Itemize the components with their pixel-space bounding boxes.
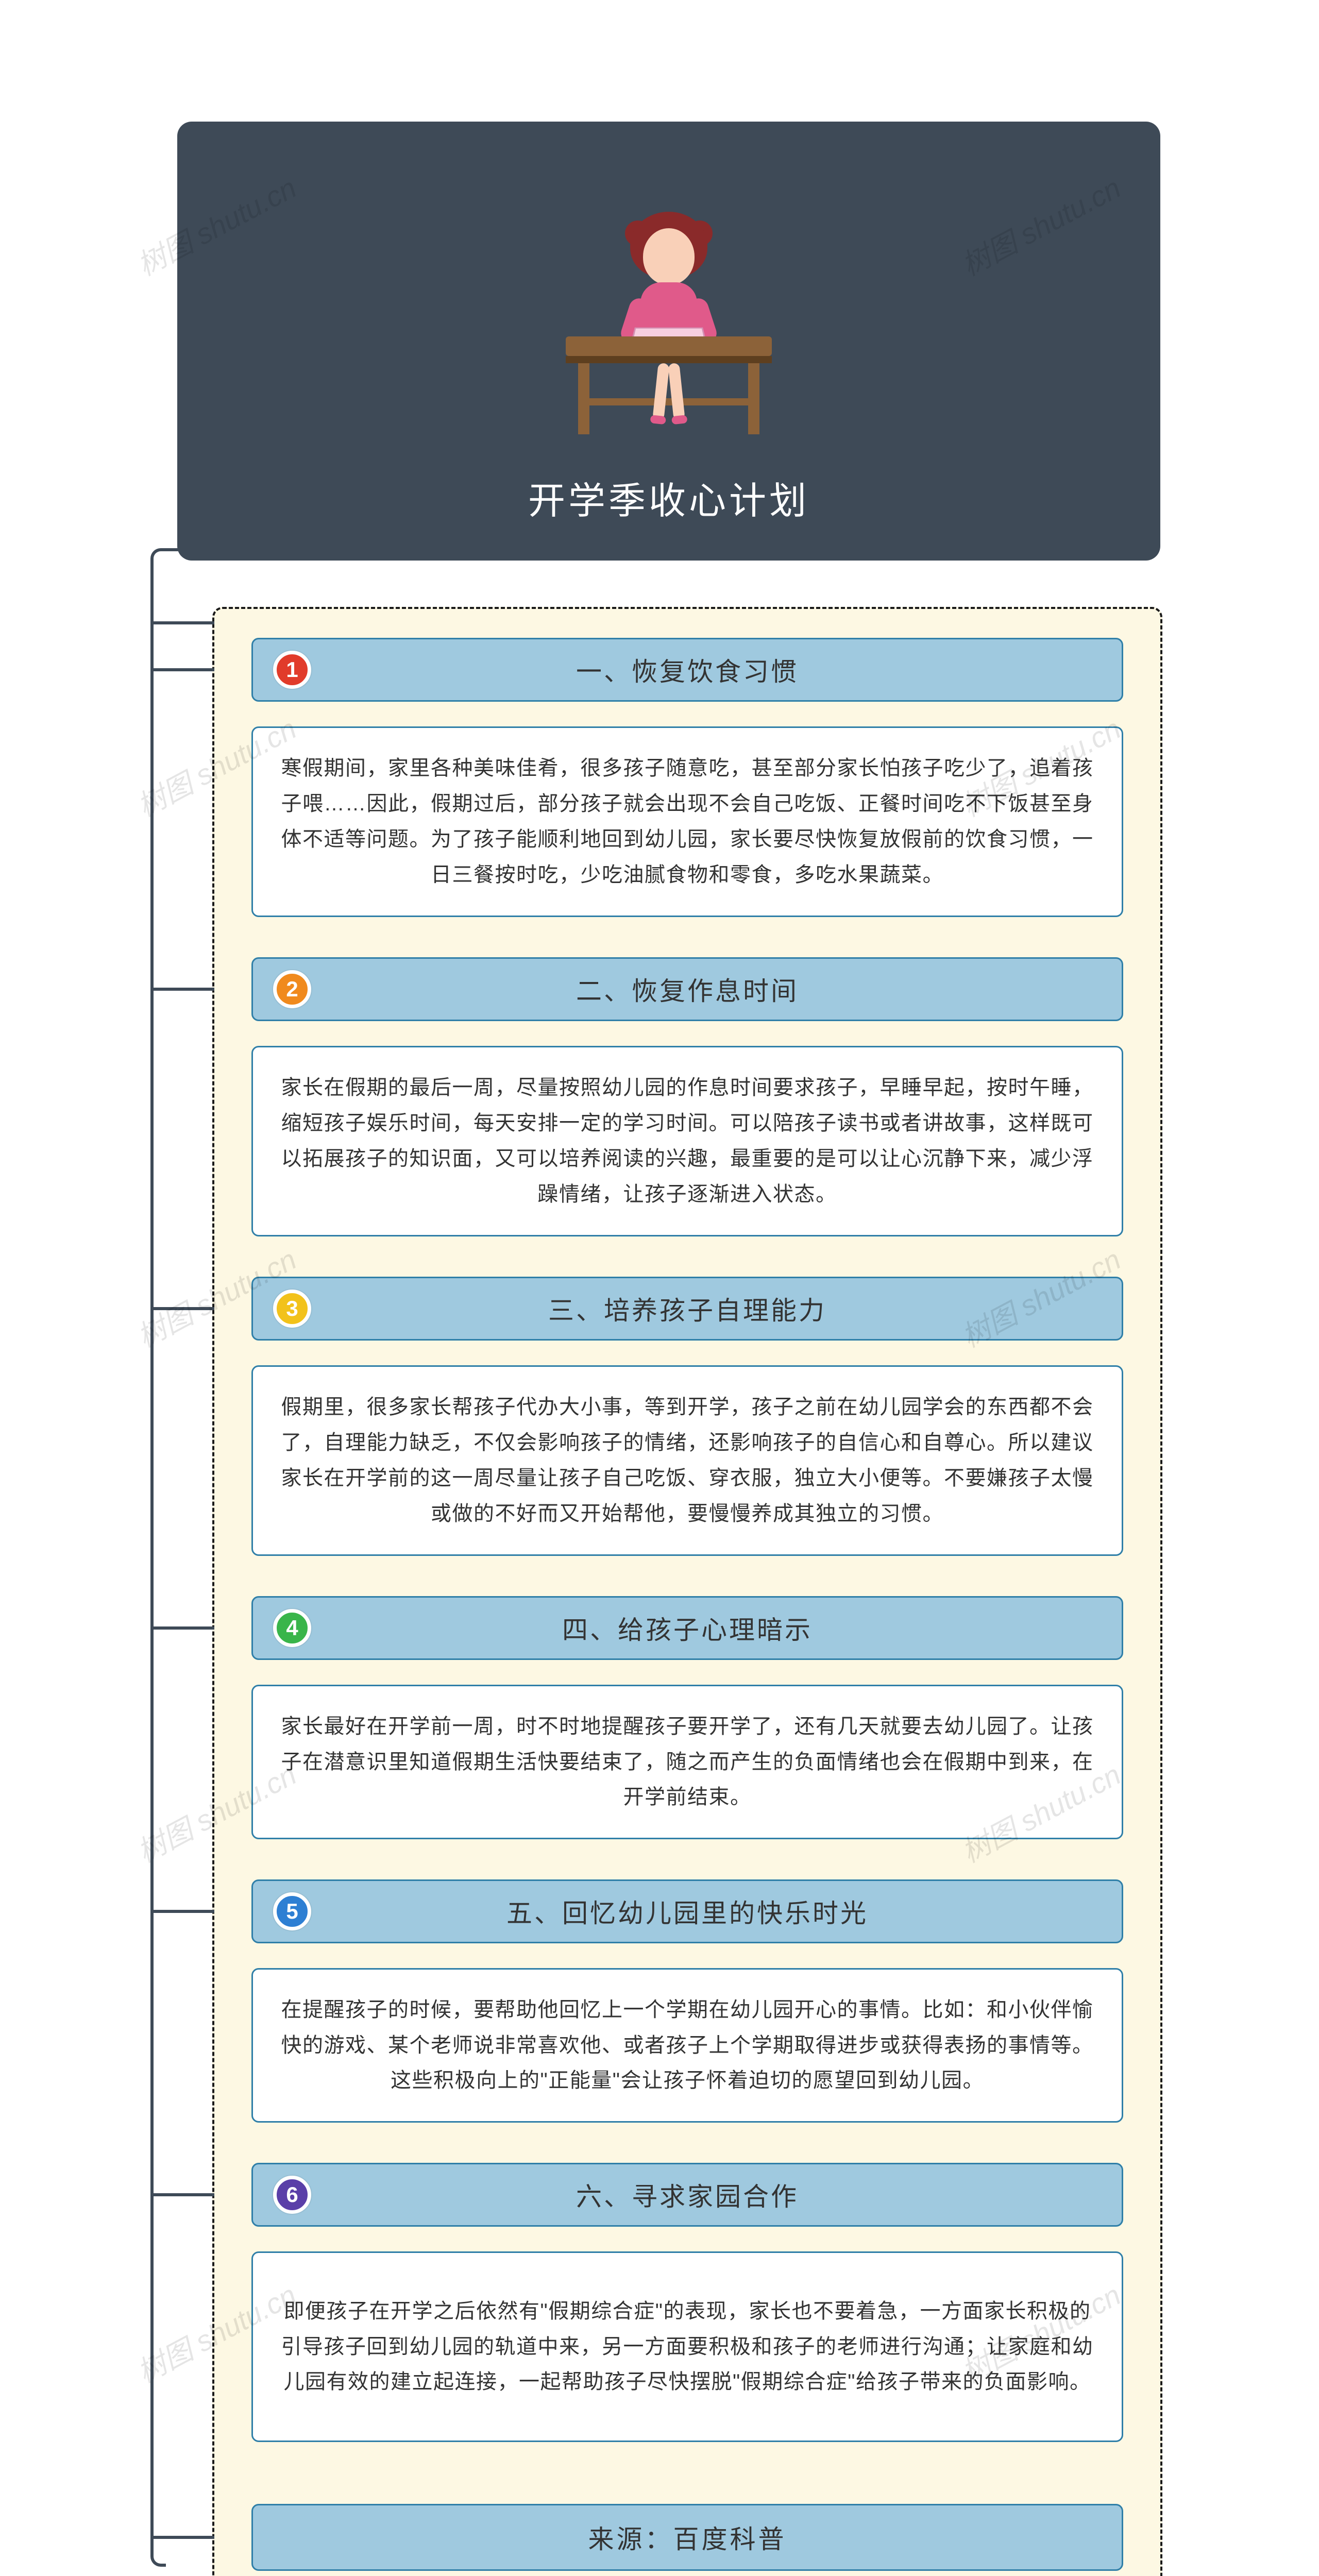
section-body-5: 在提醒孩子的时候，要帮助他回忆上一个学期在幼儿园开心的事情。比如：和小伙伴愉快的… [251, 1968, 1123, 2123]
trunk-to-header-h [163, 548, 205, 551]
section-body-6: 即便孩子在开学之后依然有"假期综合症"的表现，家长也不要着急，一方面家长积极的引… [251, 2251, 1123, 2442]
section-badge-5: 5 [273, 1892, 311, 1930]
section-badge-2: 2 [273, 970, 311, 1008]
section-header-5: 五、回忆幼儿园里的快乐时光 [251, 1879, 1123, 1943]
branch-footer [154, 2536, 214, 2539]
branch-to-box-top [154, 621, 214, 624]
section-title-1: 一、恢复饮食习惯 [576, 651, 799, 688]
footer-block: 来源：百度科普 [251, 2504, 1123, 2571]
section-badge-6: 6 [273, 2176, 311, 2214]
section-body-2: 家长在假期的最后一周，尽量按照幼儿园的作息时间要求孩子，早睡早起，按时午睡，缩短… [251, 1046, 1123, 1236]
section-title-6: 六、寻求家园合作 [576, 2176, 799, 2213]
header-card: 开学季收心计划 [177, 122, 1160, 561]
desk-edge [566, 356, 772, 363]
branch-5 [154, 1910, 214, 1913]
section-header-3: 三、培养孩子自理能力 [251, 1277, 1123, 1341]
section-title-4: 四、给孩子心理暗示 [562, 1609, 813, 1647]
section-body-text-4: 家长最好在开学前一周，时不时地提醒孩子要开学了，还有几天就要去幼儿园了。让孩子在… [278, 1709, 1097, 1815]
section-body-text-3: 假期里，很多家长帮孩子代办大小事，等到开学，孩子之前在幼儿园学会的东西都不会了，… [278, 1389, 1097, 1531]
section-badge-4: 4 [273, 1609, 311, 1647]
section-title-3: 三、培养孩子自理能力 [548, 1290, 826, 1327]
girl-leg-right [668, 363, 685, 420]
section-body-text-6: 即便孩子在开学之后依然有"假期综合症"的表现，家长也不要着急，一方面家长积极的引… [278, 2294, 1097, 2400]
girl-leg-left [652, 363, 669, 420]
section-header-4: 四、给孩子心理暗示 [251, 1596, 1123, 1660]
section-body-text-5: 在提醒孩子的时候，要帮助他回忆上一个学期在幼儿园开心的事情。比如：和小伙伴愉快的… [278, 1992, 1097, 2098]
branch-2 [154, 988, 214, 991]
section-badge-3: 3 [273, 1290, 311, 1328]
section-body-1: 寒假期间，家里各种美味佳肴，很多孩子随意吃，甚至部分家长怕孩子吃少了，追着孩子喂… [251, 726, 1123, 917]
section-header-1: 一、恢复饮食习惯 [251, 638, 1123, 702]
section-body-text-1: 寒假期间，家里各种美味佳肴，很多孩子随意吃，甚至部分家长怕孩子吃少了，追着孩子喂… [278, 751, 1097, 892]
shoe-left [650, 415, 666, 425]
section-body-3: 假期里，很多家长帮孩子代办大小事，等到开学，孩子之前在幼儿园学会的东西都不会了，… [251, 1365, 1123, 1556]
branch-1 [154, 668, 214, 671]
header-illustration [535, 182, 803, 450]
header-title: 开学季收心计划 [528, 470, 809, 524]
desk-top [566, 336, 772, 356]
branch-6 [154, 2193, 214, 2196]
section-body-text-2: 家长在假期的最后一周，尽量按照幼儿园的作息时间要求孩子，早睡早起，按时午睡，缩短… [278, 1070, 1097, 1212]
shoe-right [671, 415, 688, 425]
section-title-2: 二、恢复作息时间 [576, 971, 799, 1008]
section-header-2: 二、恢复作息时间 [251, 957, 1123, 1021]
section-title-5: 五、回忆幼儿园里的快乐时光 [506, 1893, 868, 1930]
footer-text: 来源：百度科普 [588, 2519, 787, 2556]
trunk-vertical [150, 561, 154, 2554]
section-header-6: 六、寻求家园合作 [251, 2163, 1123, 2227]
section-badge-1: 1 [273, 651, 311, 689]
branch-4 [154, 1626, 214, 1630]
girl-head [643, 228, 695, 285]
girl-legs [653, 363, 684, 425]
branch-3 [154, 1307, 214, 1310]
diagram-canvas: 开学季收心计划一、恢复饮食习惯 1 寒假期间，家里各种美味佳肴，很多孩子随意吃，甚至… [0, 0, 1319, 2576]
section-body-4: 家长最好在开学前一周，时不时地提醒孩子要开学了，还有几天就要去幼儿园了。让孩子在… [251, 1685, 1123, 1839]
trunk-bottom-elbow [150, 2551, 166, 2567]
